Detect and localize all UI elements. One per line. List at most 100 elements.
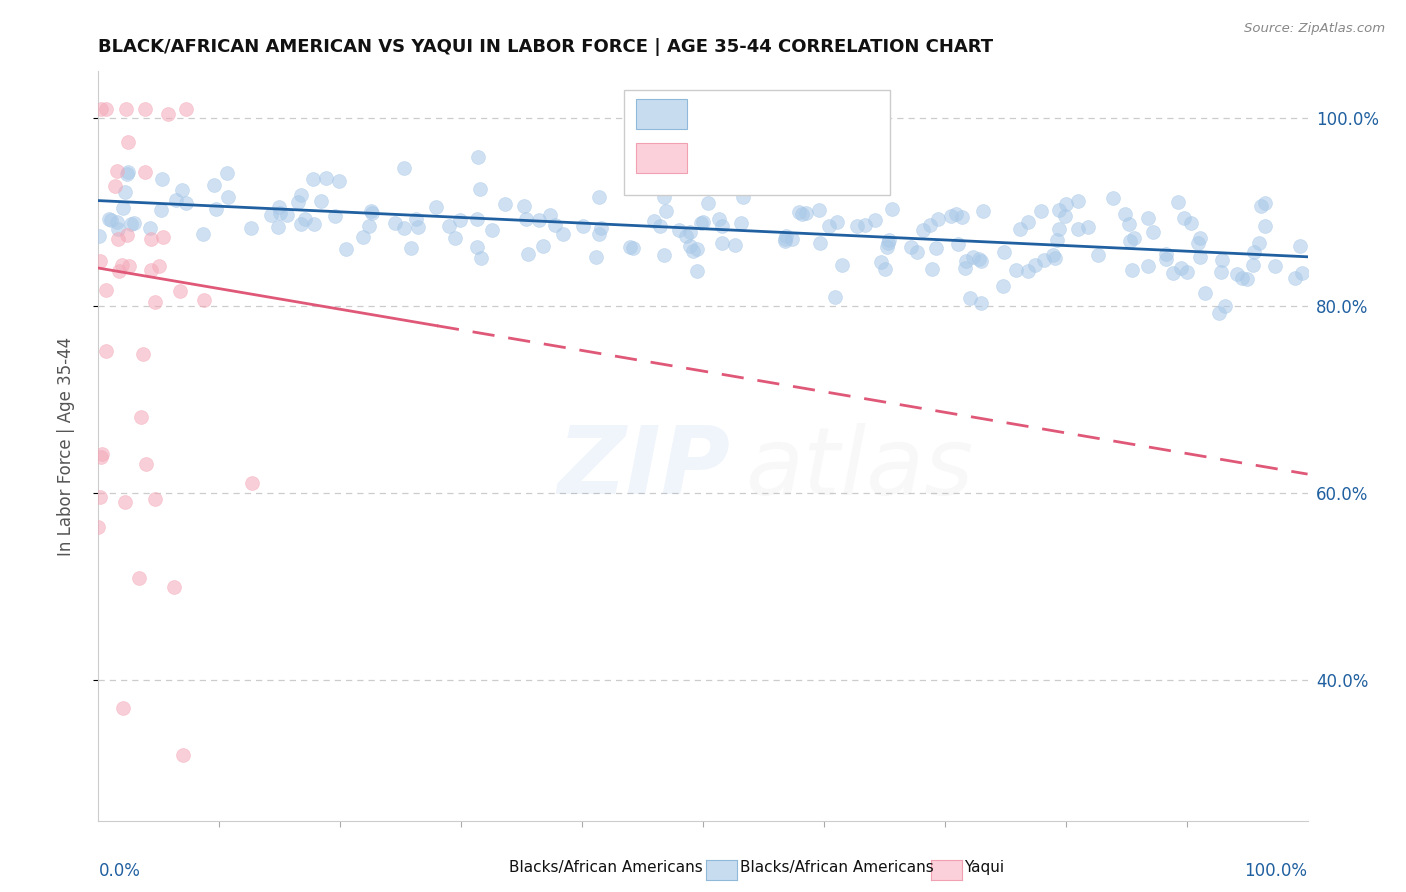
- Point: [794, 206, 817, 220]
- Text: ZIP: ZIP: [558, 423, 731, 515]
- Point: [1243, 244, 1265, 259]
- Point: [877, 236, 900, 251]
- Point: [682, 244, 704, 258]
- Point: [107, 222, 129, 236]
- Point: [141, 263, 163, 277]
- Point: [588, 190, 610, 204]
- Point: [100, 213, 122, 227]
- Point: [877, 233, 900, 247]
- Point: [470, 251, 492, 265]
- Point: [1175, 265, 1198, 279]
- Point: [668, 223, 690, 237]
- Point: [967, 252, 990, 266]
- Text: Blacks/African Americans: Blacks/African Americans: [509, 860, 703, 874]
- Text: -0.514: -0.514: [740, 105, 799, 123]
- Point: [1289, 239, 1312, 253]
- Point: [733, 190, 755, 204]
- Point: [1291, 266, 1313, 280]
- Point: [1077, 219, 1099, 234]
- Point: [150, 172, 173, 186]
- Point: [790, 207, 813, 221]
- Text: 196: 196: [848, 105, 883, 123]
- Point: [302, 217, 325, 231]
- Point: [468, 182, 491, 196]
- Point: [1264, 259, 1286, 273]
- Point: [1154, 252, 1177, 266]
- Point: [1042, 248, 1064, 262]
- Point: [315, 170, 337, 185]
- Point: [1043, 252, 1066, 266]
- Point: [945, 207, 967, 221]
- Point: [157, 107, 180, 121]
- Text: Source: ZipAtlas.com: Source: ZipAtlas.com: [1244, 22, 1385, 36]
- Point: [1101, 191, 1123, 205]
- Point: [90, 450, 112, 464]
- Point: [115, 167, 138, 181]
- Point: [399, 241, 422, 255]
- Point: [1004, 263, 1026, 277]
- Point: [1156, 246, 1178, 260]
- Point: [204, 178, 226, 192]
- Text: -0.063: -0.063: [740, 149, 799, 167]
- Point: [959, 291, 981, 305]
- Point: [1209, 265, 1232, 279]
- Point: [323, 209, 346, 223]
- Point: [905, 244, 928, 259]
- Point: [588, 227, 610, 241]
- Point: [443, 230, 465, 244]
- Point: [115, 102, 138, 116]
- Point: [1241, 259, 1264, 273]
- Point: [1236, 272, 1258, 286]
- Point: [124, 216, 146, 230]
- Point: [449, 213, 471, 227]
- Point: [927, 211, 949, 226]
- Point: [621, 241, 644, 255]
- Point: [773, 234, 796, 248]
- Point: [1121, 263, 1143, 277]
- Point: [1173, 211, 1195, 226]
- Point: [824, 290, 846, 304]
- Point: [1189, 230, 1212, 244]
- Point: [481, 223, 503, 237]
- Point: [165, 193, 187, 207]
- Point: [239, 220, 262, 235]
- Point: [107, 232, 129, 246]
- Point: [650, 219, 672, 233]
- Point: [108, 264, 131, 278]
- Text: atlas: atlas: [745, 423, 973, 514]
- Point: [96, 283, 118, 297]
- Point: [636, 178, 658, 193]
- Point: [205, 202, 228, 216]
- Text: 39: 39: [848, 149, 877, 167]
- Point: [437, 219, 460, 233]
- Point: [654, 189, 676, 203]
- Point: [217, 189, 239, 203]
- Point: [1114, 207, 1136, 221]
- Point: [921, 261, 943, 276]
- Point: [114, 186, 136, 200]
- Point: [87, 520, 110, 534]
- Point: [962, 250, 984, 264]
- Point: [517, 246, 540, 260]
- Text: N =: N =: [811, 105, 848, 123]
- Point: [115, 228, 138, 243]
- Point: [107, 163, 129, 178]
- Point: [405, 211, 427, 226]
- Point: [970, 295, 993, 310]
- Point: [875, 262, 897, 277]
- Point: [1187, 235, 1209, 250]
- Point: [780, 232, 803, 246]
- Point: [360, 204, 382, 219]
- Point: [1029, 204, 1052, 219]
- Point: [112, 201, 135, 215]
- Point: [97, 212, 120, 227]
- Point: [643, 213, 665, 227]
- Point: [544, 218, 567, 232]
- Point: [392, 161, 415, 175]
- Text: 0.0%: 0.0%: [98, 862, 141, 880]
- Point: [1230, 271, 1253, 285]
- Point: [1118, 217, 1140, 231]
- Point: [787, 204, 810, 219]
- Point: [941, 210, 963, 224]
- Point: [1161, 266, 1184, 280]
